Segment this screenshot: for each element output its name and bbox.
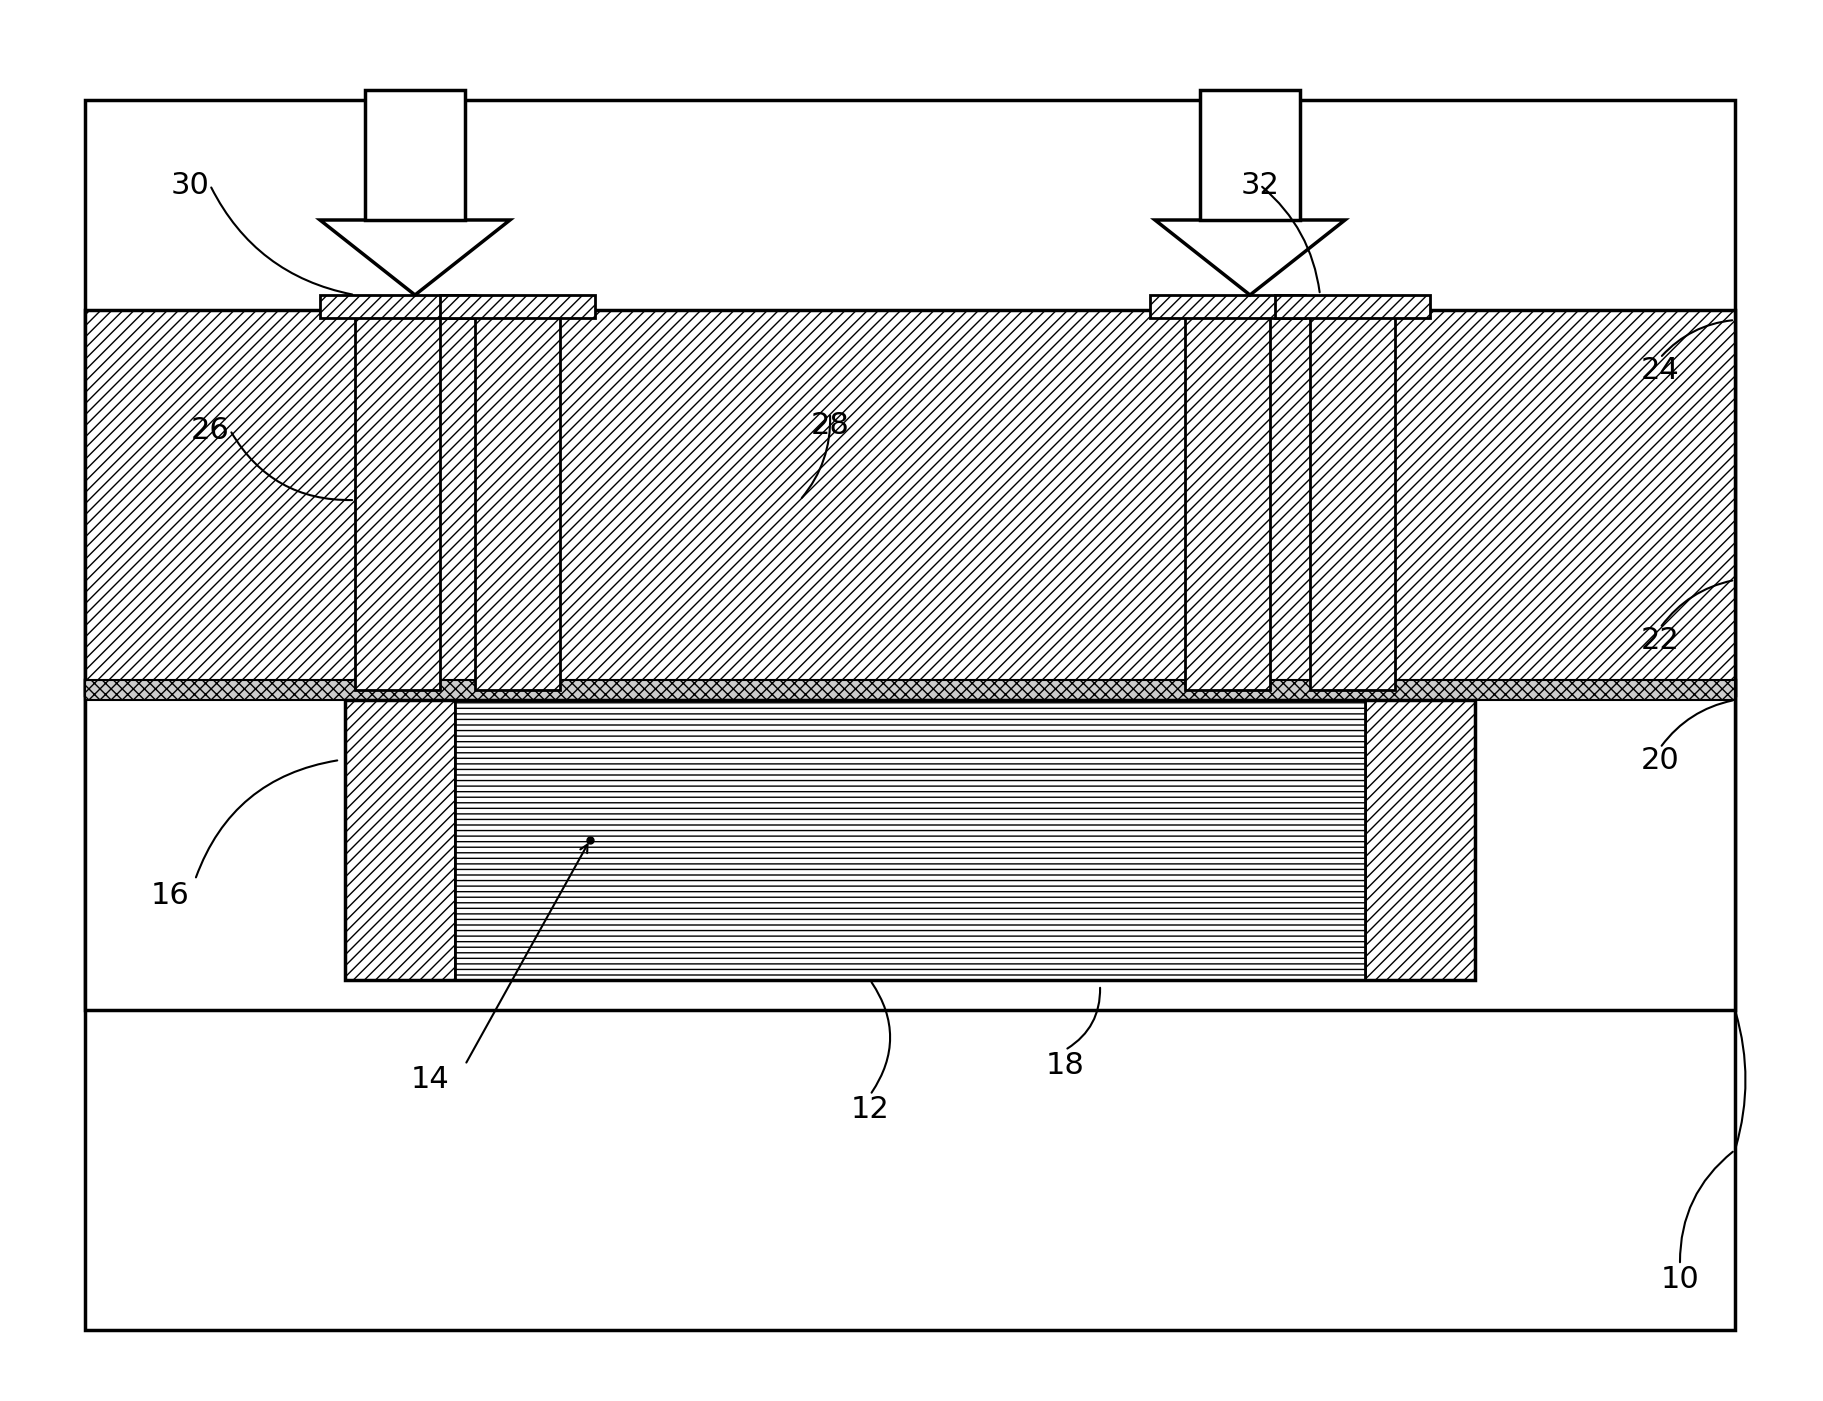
Bar xyxy=(1148,296,1303,318)
Bar xyxy=(1364,700,1475,981)
Text: 28: 28 xyxy=(809,410,850,440)
Bar xyxy=(345,700,454,981)
Text: 18: 18 xyxy=(1045,1051,1085,1080)
Bar xyxy=(1309,310,1395,691)
Bar xyxy=(1274,296,1429,318)
Text: 30: 30 xyxy=(171,171,210,199)
Bar xyxy=(365,90,465,220)
Bar xyxy=(439,296,594,318)
Text: 12: 12 xyxy=(850,1096,890,1125)
Bar xyxy=(319,296,474,318)
Bar xyxy=(86,99,1734,1330)
Text: 16: 16 xyxy=(151,880,190,909)
Text: 32: 32 xyxy=(1240,171,1278,199)
Polygon shape xyxy=(1154,220,1344,296)
Bar xyxy=(454,700,1364,981)
Text: 10: 10 xyxy=(1659,1265,1699,1295)
Bar xyxy=(474,310,560,691)
Bar xyxy=(86,310,1734,695)
Bar xyxy=(345,700,1475,981)
Text: 14: 14 xyxy=(410,1066,448,1094)
Bar xyxy=(1200,90,1300,220)
Text: 26: 26 xyxy=(191,416,230,444)
Text: 22: 22 xyxy=(1639,625,1679,654)
Bar xyxy=(1185,310,1269,691)
Bar xyxy=(355,310,439,691)
Text: 24: 24 xyxy=(1639,356,1679,384)
Bar xyxy=(86,679,1734,1010)
Bar xyxy=(86,679,1734,700)
Polygon shape xyxy=(319,220,510,296)
Text: 20: 20 xyxy=(1639,745,1679,775)
